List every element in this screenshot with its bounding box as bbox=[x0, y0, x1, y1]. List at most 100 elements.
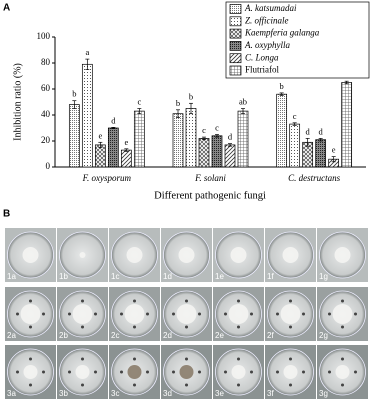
photo-label: 1c bbox=[111, 272, 119, 281]
y-tick-label: 40 bbox=[41, 109, 51, 119]
colony bbox=[22, 247, 39, 263]
y-tick-label: 20 bbox=[41, 135, 51, 145]
error-bar bbox=[98, 141, 103, 148]
colony bbox=[75, 365, 90, 379]
photo-label: 2b bbox=[59, 331, 68, 340]
well bbox=[81, 357, 84, 361]
y-tick-label: 60 bbox=[41, 83, 51, 93]
legend-label: Kaempferia galanga bbox=[244, 28, 320, 38]
well bbox=[81, 325, 84, 329]
photo-label: 2a bbox=[7, 331, 16, 340]
well bbox=[341, 383, 344, 387]
well bbox=[133, 357, 136, 361]
well bbox=[237, 357, 240, 361]
photo-label: 2c bbox=[111, 331, 119, 340]
well bbox=[302, 370, 305, 374]
photo-label: 2g bbox=[319, 331, 328, 340]
error-bar bbox=[176, 109, 180, 118]
error-bar bbox=[124, 148, 129, 152]
y-tick-label: 100 bbox=[37, 31, 51, 41]
well bbox=[289, 325, 292, 329]
significance-letter: b bbox=[280, 81, 284, 91]
colony bbox=[79, 252, 86, 258]
legend-swatch bbox=[229, 28, 242, 39]
colony bbox=[332, 304, 353, 324]
well bbox=[276, 370, 279, 374]
y-tick-label: 0 bbox=[46, 161, 51, 171]
error-bar bbox=[137, 108, 142, 115]
well bbox=[302, 312, 305, 316]
well bbox=[198, 370, 201, 374]
x-tick-label: F. oxysporum bbox=[82, 173, 132, 183]
bar bbox=[94, 144, 106, 168]
significance-letter: d bbox=[228, 132, 233, 142]
colony bbox=[283, 365, 298, 379]
error-bar bbox=[292, 122, 297, 126]
legend-box bbox=[225, 1, 370, 79]
photo-label: 1a bbox=[7, 272, 16, 281]
legend-swatch bbox=[229, 65, 242, 76]
error-bar bbox=[241, 108, 245, 115]
bar bbox=[185, 108, 197, 168]
well bbox=[94, 312, 97, 316]
well bbox=[198, 312, 201, 316]
well bbox=[224, 370, 227, 374]
colony bbox=[23, 365, 38, 379]
colony bbox=[280, 304, 301, 324]
colony bbox=[126, 247, 143, 263]
well bbox=[42, 370, 45, 374]
error-bar bbox=[305, 138, 310, 147]
well bbox=[250, 312, 253, 316]
significance-letter: b bbox=[176, 98, 180, 108]
bar bbox=[81, 63, 93, 168]
error-bar bbox=[279, 92, 284, 96]
error-bar bbox=[189, 102, 193, 115]
well bbox=[237, 383, 240, 387]
bar bbox=[289, 123, 301, 168]
legend-label: Z. officinale bbox=[245, 15, 289, 25]
well bbox=[341, 357, 344, 361]
well bbox=[354, 312, 357, 316]
well bbox=[185, 325, 188, 329]
legend-swatch bbox=[229, 16, 242, 27]
well bbox=[68, 370, 71, 374]
well bbox=[237, 299, 240, 303]
well bbox=[185, 357, 188, 361]
significance-letter: c bbox=[215, 122, 219, 132]
well bbox=[29, 299, 32, 303]
significance-letter: e bbox=[124, 137, 128, 147]
legend-swatch bbox=[229, 53, 242, 64]
photo-label: 3g bbox=[319, 389, 328, 398]
colony bbox=[231, 365, 246, 379]
panel-label: B bbox=[3, 209, 10, 220]
colony bbox=[230, 247, 247, 263]
significance-letter: d bbox=[306, 126, 311, 136]
well bbox=[289, 383, 292, 387]
y-axis-label: Inhibition ratio (%) bbox=[12, 63, 23, 141]
well bbox=[237, 325, 240, 329]
significance-letter: c bbox=[293, 111, 297, 121]
well bbox=[328, 370, 331, 374]
colony bbox=[72, 304, 93, 324]
y-tick-label: 80 bbox=[41, 57, 51, 67]
bar bbox=[107, 127, 119, 168]
colony bbox=[178, 247, 195, 263]
bar bbox=[224, 144, 236, 168]
well bbox=[42, 312, 45, 316]
well bbox=[81, 383, 84, 387]
error-bar bbox=[331, 156, 336, 163]
well bbox=[16, 370, 19, 374]
well bbox=[68, 312, 71, 316]
significance-letter: b bbox=[72, 89, 76, 99]
photo-label: 3f bbox=[267, 389, 274, 398]
significance-letter: c bbox=[202, 125, 206, 135]
photo-label: 1d bbox=[163, 272, 172, 281]
bar bbox=[68, 104, 80, 168]
colony bbox=[179, 365, 194, 379]
photo-label: 3c bbox=[111, 389, 119, 398]
well bbox=[29, 383, 32, 387]
well bbox=[172, 370, 175, 374]
well bbox=[29, 325, 32, 329]
well bbox=[185, 383, 188, 387]
